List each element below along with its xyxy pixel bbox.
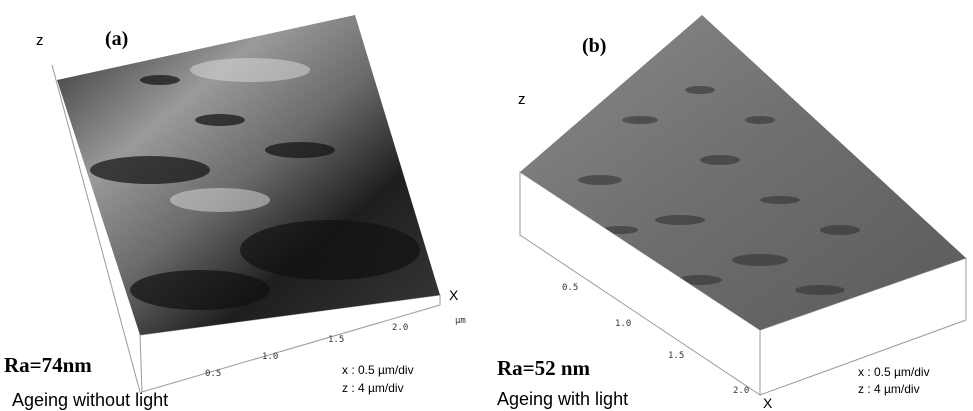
x-tick-label: 1.0: [262, 352, 278, 362]
z-axis-label: z: [518, 91, 526, 108]
caption: Ageing with light: [497, 389, 628, 409]
afm-surface-b: [520, 15, 966, 395]
x-tick-label: 2.0: [733, 386, 749, 396]
x-tick-label: 0.5: [205, 369, 221, 379]
x-scale: x : 0.5 µm/div: [858, 365, 930, 379]
panel-label: (a): [105, 28, 128, 50]
x-tick-label: 2.0: [392, 323, 408, 333]
roughness: Ra=52 nm: [497, 356, 591, 380]
panel-label: (b): [582, 35, 606, 57]
x-scale: x : 0.5 µm/div: [342, 363, 414, 377]
afm-surface-a: [52, 15, 440, 392]
x-tick-label: 1.5: [668, 351, 684, 361]
roughness: Ra=74nm: [4, 353, 92, 377]
figure: (a) z X µm 0.5 1.0 1.5 2.0 Ra=74nm Agein…: [0, 0, 973, 411]
x-tick-label: 0.5: [562, 283, 578, 293]
x-axis-label: X: [449, 287, 459, 303]
z-scale: z : 4 µm/div: [342, 381, 404, 395]
z-axis-label: z: [36, 32, 44, 49]
x-tick-label: 1.5: [328, 335, 344, 345]
caption: Ageing without light: [12, 390, 168, 410]
x-tick-label: 1.0: [615, 319, 631, 329]
x-unit: µm: [455, 316, 466, 326]
z-scale: z : 4 µm/div: [858, 382, 920, 396]
x-axis-label: X: [763, 395, 773, 411]
